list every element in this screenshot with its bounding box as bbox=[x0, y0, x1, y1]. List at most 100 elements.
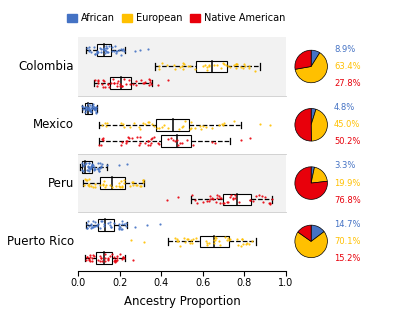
Point bbox=[93, 109, 99, 114]
Point bbox=[89, 105, 95, 110]
Point bbox=[123, 220, 129, 225]
Point bbox=[86, 108, 92, 113]
Point bbox=[180, 66, 186, 71]
Point bbox=[207, 193, 213, 198]
Point bbox=[179, 140, 185, 145]
Point bbox=[116, 181, 122, 186]
Text: 3.3%: 3.3% bbox=[334, 161, 355, 170]
Point bbox=[90, 104, 96, 109]
Wedge shape bbox=[311, 109, 328, 141]
Point bbox=[100, 136, 106, 141]
Point bbox=[200, 200, 206, 205]
Point bbox=[98, 49, 104, 54]
Point bbox=[165, 78, 172, 83]
Point bbox=[180, 62, 187, 67]
Point bbox=[210, 240, 217, 245]
Point bbox=[118, 142, 124, 147]
Point bbox=[235, 243, 241, 248]
Point bbox=[156, 126, 162, 131]
Point bbox=[102, 48, 108, 53]
Point bbox=[86, 165, 92, 170]
Point bbox=[240, 242, 246, 247]
Point bbox=[116, 227, 123, 232]
Point bbox=[142, 79, 148, 84]
Point bbox=[85, 107, 92, 112]
Point bbox=[82, 109, 88, 114]
Point bbox=[211, 237, 218, 242]
Point bbox=[178, 124, 185, 129]
Point bbox=[124, 139, 130, 144]
Point bbox=[257, 121, 263, 126]
Point bbox=[223, 63, 230, 68]
Point bbox=[217, 201, 223, 206]
Point bbox=[112, 258, 119, 262]
Point bbox=[194, 201, 200, 206]
Point bbox=[132, 48, 138, 53]
Point bbox=[91, 254, 97, 259]
Point bbox=[174, 137, 180, 142]
Point bbox=[238, 65, 244, 70]
Point bbox=[105, 81, 111, 86]
Point bbox=[86, 258, 92, 262]
Point bbox=[117, 251, 123, 256]
Point bbox=[112, 183, 119, 188]
Point bbox=[84, 46, 90, 51]
Point bbox=[94, 223, 101, 228]
Point bbox=[92, 105, 98, 110]
Point bbox=[80, 107, 86, 112]
Point bbox=[197, 124, 203, 129]
Point bbox=[211, 62, 217, 67]
Point bbox=[236, 199, 242, 204]
Point bbox=[220, 200, 226, 205]
Point bbox=[79, 160, 85, 165]
Point bbox=[200, 63, 206, 68]
Point bbox=[114, 255, 120, 260]
Point bbox=[84, 168, 91, 173]
Bar bbox=[82, 161, 92, 173]
Y-axis label: Colombia: Colombia bbox=[18, 60, 74, 73]
Point bbox=[209, 139, 216, 144]
Point bbox=[102, 259, 108, 264]
Point bbox=[113, 51, 119, 56]
Point bbox=[93, 104, 99, 109]
Point bbox=[231, 196, 238, 201]
Point bbox=[106, 220, 113, 225]
Point bbox=[100, 46, 106, 51]
Point bbox=[104, 163, 110, 168]
Point bbox=[114, 257, 121, 262]
Point bbox=[180, 236, 187, 241]
Point bbox=[87, 107, 93, 112]
Point bbox=[175, 195, 181, 200]
Point bbox=[229, 196, 236, 201]
Point bbox=[121, 222, 128, 227]
Point bbox=[130, 182, 136, 187]
Point bbox=[95, 78, 102, 83]
Point bbox=[202, 62, 209, 67]
Point bbox=[129, 136, 136, 141]
Point bbox=[174, 239, 180, 244]
Point bbox=[81, 182, 87, 187]
Point bbox=[120, 121, 126, 126]
Point bbox=[221, 201, 227, 206]
Point bbox=[234, 62, 240, 67]
Point bbox=[220, 121, 227, 126]
Point bbox=[250, 199, 256, 204]
Point bbox=[84, 106, 91, 111]
Point bbox=[118, 121, 124, 126]
Point bbox=[192, 197, 199, 202]
Point bbox=[110, 254, 117, 259]
Point bbox=[111, 81, 118, 86]
Point bbox=[148, 136, 154, 141]
Point bbox=[102, 49, 109, 53]
Point bbox=[123, 224, 129, 229]
Point bbox=[177, 141, 183, 146]
Point bbox=[100, 84, 106, 89]
Point bbox=[119, 83, 125, 88]
Point bbox=[140, 240, 147, 245]
Point bbox=[94, 49, 101, 53]
Point bbox=[216, 196, 223, 201]
Point bbox=[91, 167, 98, 172]
Point bbox=[86, 106, 92, 111]
Point bbox=[85, 165, 91, 169]
Point bbox=[175, 239, 181, 244]
